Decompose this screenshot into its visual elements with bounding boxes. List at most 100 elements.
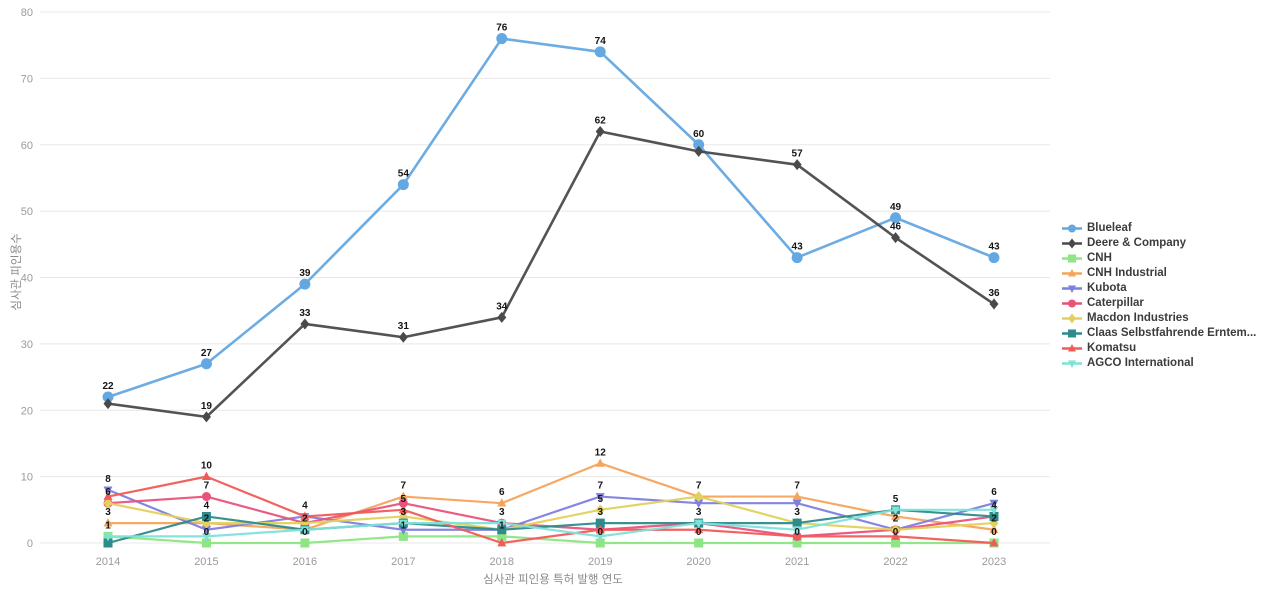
- x-tick-label: 2022: [883, 556, 907, 568]
- legend-swatch: [1062, 254, 1082, 262]
- y-tick-label: 80: [21, 7, 33, 19]
- series-marker: [201, 538, 211, 548]
- x-tick-label: 2015: [194, 556, 218, 568]
- series-0: [102, 33, 1000, 403]
- point-label: 0: [991, 527, 997, 538]
- legend-item-7[interactable]: Claas Selbstfahrende Erntem...: [1062, 327, 1256, 339]
- legend-swatch: [1062, 285, 1082, 293]
- point-label: 2: [991, 514, 997, 525]
- series-line: [106, 508, 996, 538]
- legend-label: Kubota: [1087, 282, 1127, 294]
- legend-item-6[interactable]: Macdon Industries: [1062, 312, 1256, 324]
- legend-item-4[interactable]: Kubota: [1062, 282, 1256, 294]
- legend-item-2[interactable]: CNH: [1062, 252, 1256, 264]
- point-label: 62: [595, 115, 607, 126]
- point-label: 3: [696, 507, 702, 518]
- point-label: 6: [105, 487, 111, 498]
- y-tick-label: 60: [21, 140, 33, 152]
- legend-swatch: [1062, 360, 1082, 368]
- legend-item-9[interactable]: AGCO International: [1062, 357, 1256, 369]
- point-label: 7: [696, 481, 702, 492]
- series-marker: [989, 511, 999, 521]
- point-label: 54: [398, 169, 410, 180]
- point-label: 3: [499, 507, 505, 518]
- point-label: 5: [401, 494, 407, 505]
- series-marker: [103, 486, 113, 495]
- series-marker: [694, 524, 704, 534]
- series-line: [106, 462, 996, 531]
- legend-item-5[interactable]: Caterpillar: [1062, 297, 1256, 309]
- series-marker: [891, 538, 901, 548]
- series-marker: [792, 526, 802, 535]
- series-marker: [594, 46, 606, 58]
- point-label: 1: [401, 520, 407, 531]
- series-marker: [891, 531, 901, 540]
- x-tick-label: 2014: [96, 556, 120, 568]
- legend-label: AGCO International: [1087, 357, 1194, 369]
- point-label: 33: [299, 308, 311, 319]
- point-label: 2: [893, 514, 899, 525]
- series-9: [103, 506, 999, 542]
- point-label: 22: [102, 381, 114, 392]
- series-marker: [201, 411, 211, 423]
- x-axis-ticks: 2014 2015 2016 2017 2018 2019 2020 2021 2022 2023: [96, 556, 1006, 568]
- series-marker: [595, 504, 605, 516]
- series-marker: [200, 358, 212, 370]
- point-label: 31: [398, 321, 410, 332]
- series-marker: [300, 318, 310, 330]
- y-tick-label: 50: [21, 206, 33, 218]
- series-marker: [694, 491, 704, 503]
- legend-label: CNH Industrial: [1087, 267, 1167, 279]
- x-axis-title: 심사관 피인용 특허 발행 연도: [483, 574, 623, 586]
- series-marker: [103, 532, 113, 542]
- point-label: 7: [204, 481, 210, 492]
- series-marker: [595, 493, 605, 502]
- point-label: 7: [597, 481, 603, 492]
- point-label: 4: [991, 500, 997, 511]
- legend-label: Caterpillar: [1087, 297, 1144, 309]
- point-label: 3: [401, 507, 407, 518]
- point-label: 7: [401, 481, 407, 492]
- point-label: 46: [890, 222, 902, 233]
- point-label: 3: [794, 507, 800, 518]
- point-label: 6: [991, 487, 997, 498]
- series-marker: [891, 232, 901, 244]
- legend-item-8[interactable]: Komatsu: [1062, 342, 1256, 354]
- point-label: 7: [794, 481, 800, 492]
- series-marker: [891, 524, 901, 536]
- legend-swatch: [1062, 299, 1082, 307]
- point-label: 0: [794, 527, 800, 538]
- series-marker: [103, 491, 113, 500]
- series-marker: [497, 525, 507, 535]
- series-marker: [497, 519, 507, 529]
- series-marker: [398, 504, 408, 514]
- legend-item-0[interactable]: Blueleaf: [1062, 222, 1256, 234]
- series-marker: [103, 398, 113, 410]
- series-marker: [103, 518, 113, 527]
- point-label: 60: [693, 129, 705, 140]
- point-label: 43: [792, 242, 804, 253]
- point-label: 3: [105, 507, 111, 518]
- series-marker: [791, 252, 803, 264]
- series-marker: [398, 526, 408, 535]
- series-marker: [201, 511, 211, 521]
- y-tick-label: 10: [21, 472, 33, 484]
- series-marker: [595, 532, 605, 542]
- point-label: 49: [890, 202, 902, 213]
- point-label: 43: [988, 242, 1000, 253]
- series-line: [106, 130, 996, 419]
- series-marker: [103, 538, 113, 548]
- legend-item-1[interactable]: Deere & Company: [1062, 237, 1256, 249]
- series-marker: [497, 538, 507, 547]
- series-marker: [891, 511, 901, 520]
- series-line: [106, 475, 996, 545]
- legend-label: Deere & Company: [1087, 237, 1187, 249]
- point-label: 2: [302, 514, 308, 525]
- series-marker: [694, 145, 704, 157]
- series-marker: [988, 252, 1000, 264]
- series-marker: [792, 491, 802, 500]
- legend-item-3[interactable]: CNH Industrial: [1062, 267, 1256, 279]
